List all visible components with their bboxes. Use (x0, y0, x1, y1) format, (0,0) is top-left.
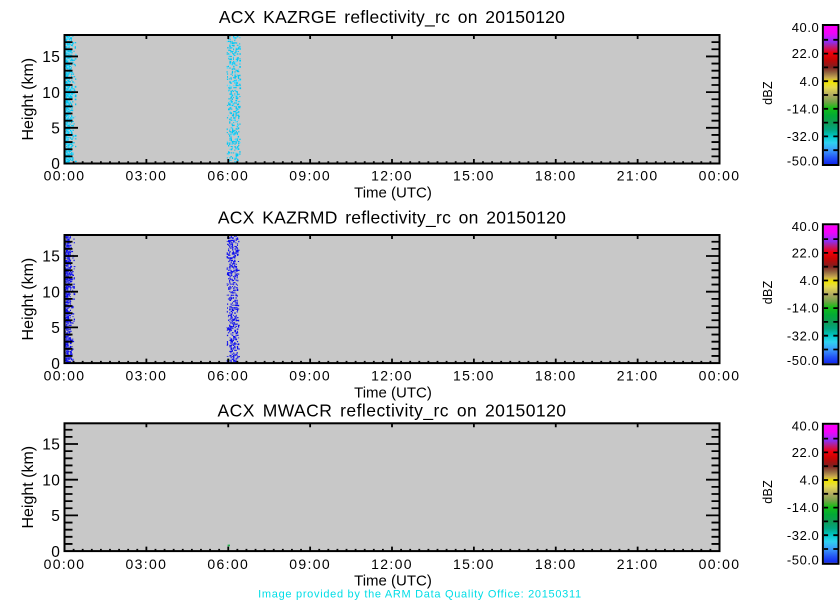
svg-text:-50.0: -50.0 (787, 154, 819, 169)
svg-text:Height (km): Height (km) (20, 446, 37, 529)
svg-text:-32.0: -32.0 (787, 129, 819, 144)
svg-text:-32.0: -32.0 (787, 528, 819, 543)
svg-text:00:00: 00:00 (44, 556, 86, 572)
svg-text:22.0: 22.0 (792, 445, 820, 460)
svg-text:21:00: 21:00 (617, 168, 659, 184)
svg-text:12:00: 12:00 (371, 368, 413, 384)
svg-text:03:00: 03:00 (126, 368, 168, 384)
svg-text:-14.0: -14.0 (787, 500, 819, 515)
svg-text:03:00: 03:00 (126, 556, 168, 572)
svg-text:-14.0: -14.0 (787, 301, 819, 316)
svg-text:00:00: 00:00 (44, 368, 86, 384)
svg-text:5: 5 (51, 508, 60, 525)
svg-text:0: 0 (51, 544, 60, 561)
svg-text:Height (km): Height (km) (20, 58, 37, 141)
svg-text:5: 5 (51, 121, 60, 138)
svg-text:Image provided by the ARM Data: Image provided by the ARM Data Quality O… (258, 589, 582, 600)
svg-text:12:00: 12:00 (371, 556, 413, 572)
svg-text:ACX KAZRGE reflectivity_rc on: ACX KAZRGE reflectivity_rc on 20150120 (219, 7, 565, 28)
svg-text:-14.0: -14.0 (787, 101, 819, 116)
svg-text:09:00: 09:00 (289, 556, 331, 572)
svg-text:15:00: 15:00 (453, 368, 495, 384)
svg-text:15:00: 15:00 (453, 556, 495, 572)
svg-text:15: 15 (42, 249, 60, 266)
svg-text:-32.0: -32.0 (787, 328, 819, 343)
svg-text:06:00: 06:00 (207, 556, 249, 572)
svg-text:03:00: 03:00 (126, 168, 168, 184)
svg-text:Time (UTC): Time (UTC) (354, 185, 432, 202)
svg-text:4.0: 4.0 (800, 473, 820, 488)
svg-text:21:00: 21:00 (617, 368, 659, 384)
svg-text:ACX KAZRMD reflectivity_rc on: ACX KAZRMD reflectivity_rc on 20150120 (218, 207, 566, 228)
svg-text:06:00: 06:00 (207, 168, 249, 184)
svg-text:ACX MWACR reflectivity_rc on 2: ACX MWACR reflectivity_rc on 20150120 (218, 401, 567, 422)
svg-text:Time (UTC): Time (UTC) (354, 384, 432, 401)
svg-text:21:00: 21:00 (617, 556, 659, 572)
svg-text:00:00: 00:00 (699, 556, 741, 572)
svg-text:-50.0: -50.0 (787, 353, 819, 368)
svg-text:12:00: 12:00 (371, 168, 413, 184)
svg-text:00:00: 00:00 (699, 168, 741, 184)
svg-text:Time (UTC): Time (UTC) (354, 572, 432, 589)
svg-text:09:00: 09:00 (289, 168, 331, 184)
svg-text:15:00: 15:00 (453, 168, 495, 184)
svg-text:00:00: 00:00 (699, 368, 741, 384)
svg-text:dBZ: dBZ (761, 81, 775, 105)
svg-text:40.0: 40.0 (792, 20, 820, 35)
svg-text:22.0: 22.0 (792, 46, 820, 61)
svg-text:10: 10 (42, 472, 60, 489)
svg-text:5: 5 (51, 320, 60, 337)
svg-text:06:00: 06:00 (207, 368, 249, 384)
svg-text:18:00: 18:00 (535, 168, 577, 184)
svg-text:10: 10 (42, 284, 60, 301)
svg-text:4.0: 4.0 (800, 273, 820, 288)
svg-text:18:00: 18:00 (535, 556, 577, 572)
svg-text:15: 15 (42, 437, 60, 454)
svg-text:00:00: 00:00 (44, 168, 86, 184)
svg-text:0: 0 (51, 356, 60, 373)
svg-text:40.0: 40.0 (792, 419, 820, 434)
svg-text:Height (km): Height (km) (20, 258, 37, 341)
svg-text:09:00: 09:00 (289, 368, 331, 384)
svg-text:22.0: 22.0 (792, 246, 820, 261)
svg-text:4.0: 4.0 (800, 74, 820, 89)
svg-text:0: 0 (51, 156, 60, 173)
svg-text:18:00: 18:00 (535, 368, 577, 384)
svg-text:40.0: 40.0 (792, 219, 820, 234)
svg-text:dBZ: dBZ (761, 280, 775, 304)
svg-text:-50.0: -50.0 (787, 552, 819, 567)
svg-text:15: 15 (42, 49, 60, 66)
svg-text:dBZ: dBZ (761, 480, 775, 504)
svg-text:10: 10 (42, 85, 60, 102)
